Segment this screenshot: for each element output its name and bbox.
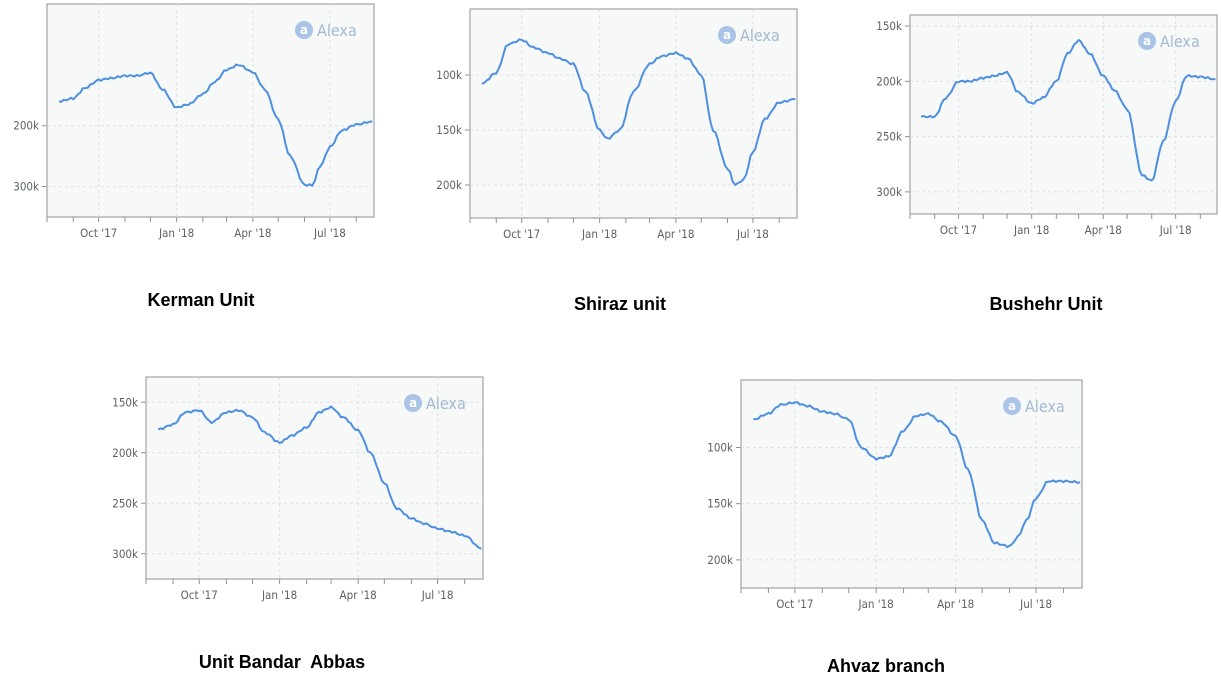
alexa-watermark: a Alexa xyxy=(295,21,357,40)
y-tick-label: 200k xyxy=(13,119,39,133)
x-tick-label: Jan '18 xyxy=(581,227,617,241)
alexa-watermark: a Alexa xyxy=(1138,32,1200,51)
plot-area xyxy=(469,8,798,219)
caption-ahvaz-branch: Ahvaz branch xyxy=(826,656,946,676)
x-tick-label: Jan '18 xyxy=(261,588,297,602)
alexa-logo-letter: a xyxy=(723,28,731,42)
y-tick-label: 300k xyxy=(876,185,902,199)
alexa-logo-icon xyxy=(295,21,313,39)
y-tick-label: 150k xyxy=(876,19,902,33)
y-tick-label: 300k xyxy=(13,180,39,194)
plot-area xyxy=(46,3,375,218)
alexa-logo-icon xyxy=(1138,32,1156,50)
x-tick-label: Oct '17 xyxy=(181,588,218,602)
alexa-logo-icon xyxy=(718,26,736,44)
x-tick-label: Apr '18 xyxy=(234,226,271,240)
alexa-logo-letter: a xyxy=(409,396,417,410)
x-tick-label: Jul '18 xyxy=(1159,223,1192,237)
plot-area xyxy=(909,14,1218,215)
y-tick-label: 150k xyxy=(436,123,462,137)
x-tick-label: Jul '18 xyxy=(1019,597,1052,611)
caption-bushehr-unit: Bushehr Unit xyxy=(989,294,1103,314)
alexa-watermark-text: Alexa xyxy=(1025,397,1065,416)
alexa-watermark-text: Alexa xyxy=(1160,32,1200,51)
x-tick-label: Apr '18 xyxy=(340,588,377,602)
y-tick-label: 100k xyxy=(707,440,733,454)
x-tick-label: Oct '17 xyxy=(80,226,117,240)
alexa-watermark: a Alexa xyxy=(718,26,780,45)
series-line xyxy=(481,38,796,186)
plot-area xyxy=(740,379,1083,589)
x-tick-label: Oct '17 xyxy=(776,597,813,611)
alexa-logo-letter: a xyxy=(1143,34,1151,48)
y-tick-label: 200k xyxy=(876,74,902,88)
x-tick-label: Jan '18 xyxy=(858,597,894,611)
y-tick-label: 250k xyxy=(876,130,902,144)
x-tick-label: Apr '18 xyxy=(1085,223,1122,237)
y-tick-label: 150k xyxy=(707,497,733,511)
x-tick-label: Oct '17 xyxy=(940,223,977,237)
alexa-watermark-text: Alexa xyxy=(426,394,466,413)
alexa-logo-icon xyxy=(404,394,422,412)
alexa-watermark-text: Alexa xyxy=(740,26,780,45)
y-tick-label: 100k xyxy=(436,68,462,82)
series-line xyxy=(58,63,373,187)
x-tick-label: Jan '18 xyxy=(1013,223,1049,237)
series-line xyxy=(157,405,482,550)
y-tick-label: 200k xyxy=(436,178,462,192)
x-tick-label: Jul '18 xyxy=(313,226,346,240)
series-line xyxy=(920,39,1216,182)
alexa-logo-letter: a xyxy=(300,23,308,37)
x-tick-label: Apr '18 xyxy=(937,597,974,611)
series-line xyxy=(753,401,1081,548)
x-tick-label: Apr '18 xyxy=(657,227,694,241)
alexa-watermark: a Alexa xyxy=(404,394,466,413)
caption-unit-bandar-abbas: Unit Bandar Abbas xyxy=(198,652,366,672)
x-tick-label: Jan '18 xyxy=(158,226,194,240)
alexa-watermark: a Alexa xyxy=(1003,397,1065,416)
x-tick-label: Jul '18 xyxy=(421,588,454,602)
x-tick-label: Oct '17 xyxy=(503,227,540,241)
caption-kerman-unit: Kerman Unit xyxy=(147,290,255,310)
y-tick-label: 150k xyxy=(112,395,138,409)
alexa-logo-icon xyxy=(1003,397,1021,415)
y-tick-label: 300k xyxy=(112,547,138,561)
alexa-logo-letter: a xyxy=(1008,399,1016,413)
alexa-watermark-text: Alexa xyxy=(317,21,357,40)
caption-shiraz-unit: Shiraz unit xyxy=(573,294,667,314)
x-tick-label: Jul '18 xyxy=(736,227,769,241)
y-tick-label: 250k xyxy=(112,496,138,510)
y-tick-label: 200k xyxy=(112,446,138,460)
y-tick-label: 200k xyxy=(707,553,733,567)
